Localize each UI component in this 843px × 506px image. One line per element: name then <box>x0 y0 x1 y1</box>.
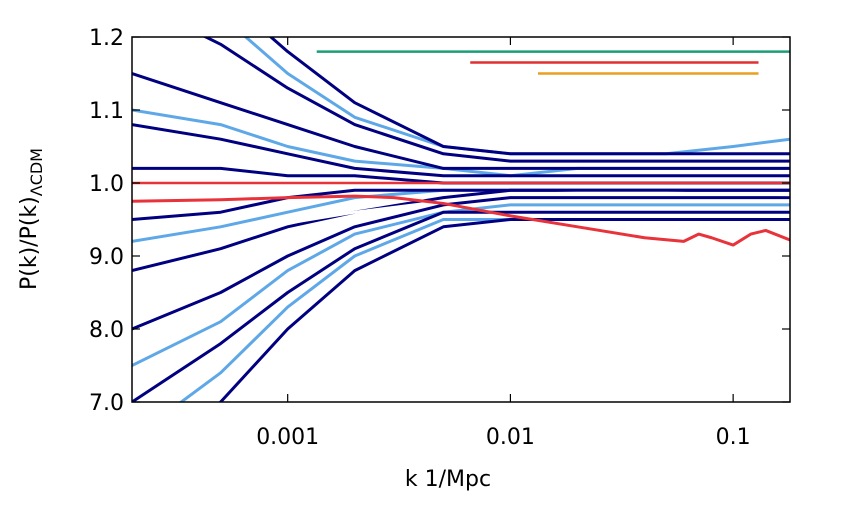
plot-frame <box>131 36 791 403</box>
y-tick-label: 1.1 <box>89 99 124 124</box>
plot-lines <box>132 37 790 402</box>
x-tick-label: 0.1 <box>716 425 751 450</box>
y-axis-label-subscript: ΛCDM <box>27 148 46 196</box>
series-line <box>132 203 790 367</box>
series-line <box>243 37 790 156</box>
series-line <box>132 188 790 273</box>
series-line <box>218 218 790 402</box>
y-tick-label: 8.0 <box>89 318 124 343</box>
y-tick-label: 1.2 <box>89 26 124 51</box>
y-axis-label: P(k)/P(k)ΛCDM <box>17 148 46 290</box>
y-axis-label-main: P(k)/P(k) <box>17 196 42 290</box>
series-line <box>132 191 790 258</box>
y-tick-label: 7.0 <box>89 391 124 416</box>
x-axis-label: k 1/Mpc <box>405 467 491 492</box>
series-line <box>132 123 790 178</box>
y-tick-label: 9.0 <box>89 245 124 270</box>
series-line <box>132 210 790 402</box>
series-line <box>178 218 790 402</box>
series-line <box>202 37 790 163</box>
series-line <box>268 37 790 156</box>
series-line <box>132 196 790 331</box>
series-line <box>132 72 790 170</box>
y-tick-label: 1.0 <box>89 172 124 197</box>
x-tick-label: 0.01 <box>486 425 535 450</box>
series-line <box>132 194 790 247</box>
x-tick-label: 0.001 <box>256 425 319 450</box>
